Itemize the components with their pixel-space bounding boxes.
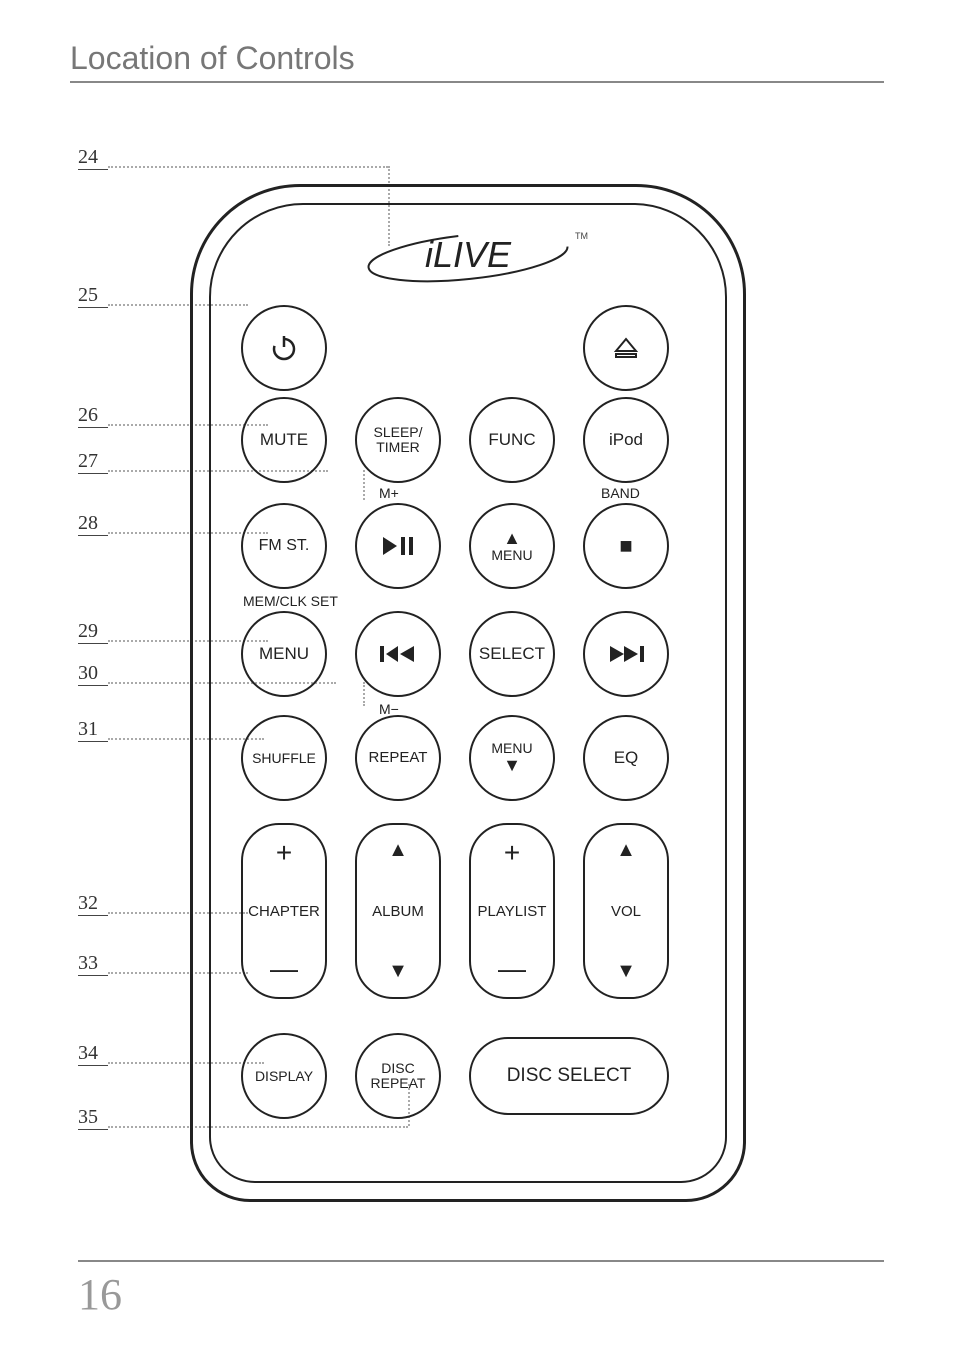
leader-24 bbox=[108, 166, 388, 168]
callout-29: 29 bbox=[78, 620, 108, 644]
disc-select-button[interactable]: DISC SELECT bbox=[469, 1037, 669, 1115]
callout-33: 33 bbox=[78, 952, 108, 976]
menu-up-button[interactable]: ▲ MENU bbox=[469, 503, 555, 589]
mem-clk-label: MEM/CLK SET bbox=[243, 593, 338, 609]
down-triangle-icon: ▼ bbox=[503, 756, 521, 775]
menu-button[interactable]: MENU bbox=[241, 611, 327, 697]
vol-down-icon: ▼ bbox=[616, 960, 636, 983]
repeat-button[interactable]: REPEAT bbox=[355, 715, 441, 801]
callout-24: 24 bbox=[78, 146, 108, 170]
callout-27: 27 bbox=[78, 450, 108, 474]
vol-up-icon: ▲ bbox=[616, 839, 636, 862]
power-button[interactable] bbox=[241, 305, 327, 391]
disc-repeat-button[interactable]: DISC REPEAT bbox=[355, 1033, 441, 1119]
playlist-plus-icon: + bbox=[504, 839, 520, 867]
chapter-plus-icon: + bbox=[276, 839, 292, 867]
menu-up-text: MENU bbox=[491, 548, 532, 563]
stop-button[interactable]: ■ bbox=[583, 503, 669, 589]
remote-outline: iLIVE TM MUTE SLEEP/ TIMER FUNC iPod M+ … bbox=[190, 184, 746, 1202]
chapter-rocker[interactable]: + CHAPTER — bbox=[241, 823, 327, 999]
disc-repeat-l1: DISC bbox=[381, 1061, 414, 1076]
ipod-button[interactable]: iPod bbox=[583, 397, 669, 483]
playlist-rocker[interactable]: + PLAYLIST — bbox=[469, 823, 555, 999]
eject-button[interactable] bbox=[583, 305, 669, 391]
album-down-icon: ▼ bbox=[388, 960, 408, 983]
callout-26: 26 bbox=[78, 404, 108, 428]
brand-logo: iLIVE TM bbox=[358, 221, 578, 298]
callout-35: 35 bbox=[78, 1106, 108, 1130]
display-button[interactable]: DISPLAY bbox=[241, 1033, 327, 1119]
up-triangle-icon: ▲ bbox=[503, 529, 521, 548]
shuffle-button[interactable]: SHUFFLE bbox=[241, 715, 327, 801]
func-button[interactable]: FUNC bbox=[469, 397, 555, 483]
sleep-line1: SLEEP/ bbox=[373, 425, 422, 440]
sleep-line2: TIMER bbox=[376, 440, 420, 455]
m-plus-label: M+ bbox=[379, 485, 399, 501]
callout-28: 28 bbox=[78, 512, 108, 536]
vol-label: VOL bbox=[611, 903, 641, 920]
prev-track-button[interactable] bbox=[355, 611, 441, 697]
callout-30: 30 bbox=[78, 662, 108, 686]
chapter-label: CHAPTER bbox=[248, 903, 320, 920]
mute-button[interactable]: MUTE bbox=[241, 397, 327, 483]
vol-rocker[interactable]: ▲ VOL ▼ bbox=[583, 823, 669, 999]
chapter-minus-icon: — bbox=[270, 955, 298, 983]
play-pause-button[interactable] bbox=[355, 503, 441, 589]
select-button[interactable]: SELECT bbox=[469, 611, 555, 697]
footer-rule bbox=[78, 1260, 884, 1262]
eq-button[interactable]: EQ bbox=[583, 715, 669, 801]
band-label: BAND bbox=[601, 485, 640, 501]
album-rocker[interactable]: ▲ ALBUM ▼ bbox=[355, 823, 441, 999]
playlist-minus-icon: — bbox=[498, 955, 526, 983]
page-number: 16 bbox=[78, 1269, 122, 1320]
svg-text:iLIVE: iLIVE bbox=[425, 234, 512, 275]
disc-repeat-l2: REPEAT bbox=[371, 1076, 426, 1091]
sleep-timer-button[interactable]: SLEEP/ TIMER bbox=[355, 397, 441, 483]
callout-25: 25 bbox=[78, 284, 108, 308]
playlist-label: PLAYLIST bbox=[478, 903, 547, 920]
menu-dn-text: MENU bbox=[491, 741, 532, 756]
callout-32: 32 bbox=[78, 892, 108, 916]
album-up-icon: ▲ bbox=[388, 839, 408, 862]
next-track-button[interactable] bbox=[583, 611, 669, 697]
page-title: Location of Controls bbox=[70, 40, 884, 83]
fm-st-button[interactable]: FM ST. bbox=[241, 503, 327, 589]
callout-31: 31 bbox=[78, 718, 108, 742]
album-label: ALBUM bbox=[372, 903, 424, 920]
menu-down-button[interactable]: MENU ▼ bbox=[469, 715, 555, 801]
callout-34: 34 bbox=[78, 1042, 108, 1066]
tm: TM bbox=[575, 231, 588, 241]
